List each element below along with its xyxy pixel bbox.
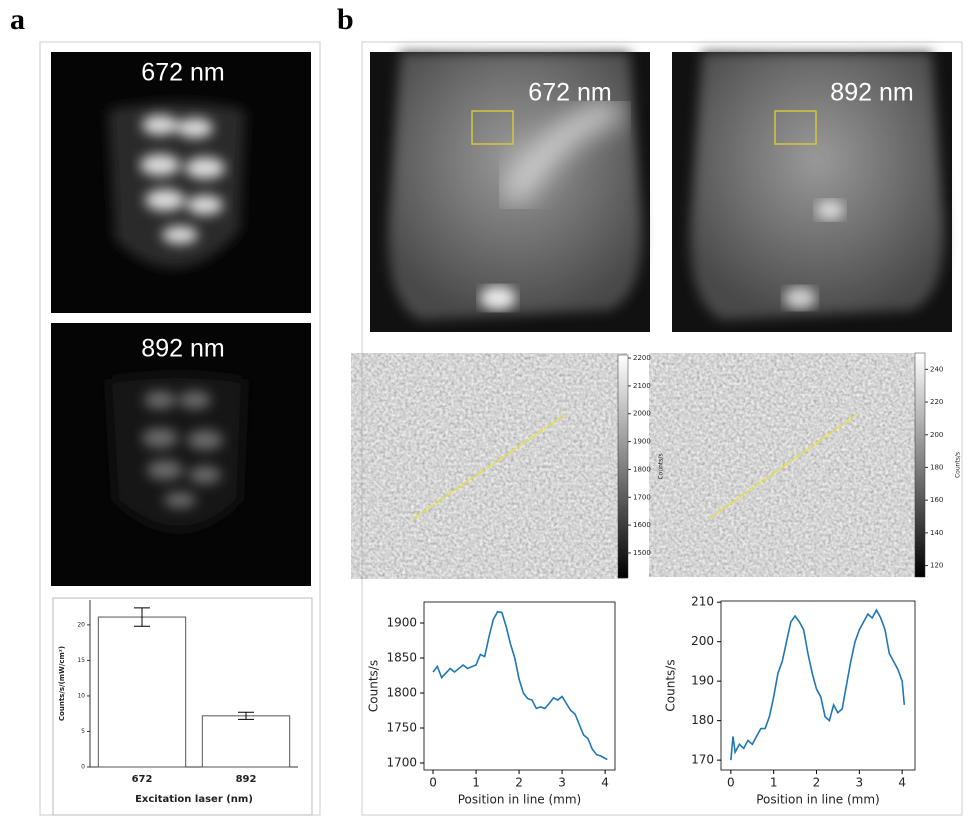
panel-label: a bbox=[10, 3, 25, 36]
colorbar-tick-label: 120 bbox=[930, 562, 943, 570]
x-tick-label: 3 bbox=[856, 776, 864, 790]
y-axis-label: Counts/s bbox=[664, 659, 678, 711]
colorbar-tick-label: 140 bbox=[930, 529, 943, 537]
x-axis-label: Excitation laser (nm) bbox=[135, 794, 253, 805]
colorbar-tick-label: 1500 bbox=[633, 549, 651, 557]
image-892-mouse: 892 nm bbox=[672, 52, 952, 332]
x-tick-label: 1 bbox=[472, 776, 480, 790]
image-label: 892 nm bbox=[141, 335, 224, 363]
line-series bbox=[730, 608, 906, 761]
image-892: 892 nm bbox=[51, 323, 311, 586]
x-tick-label: 0 bbox=[429, 776, 437, 790]
colorbar-label: Counts/s bbox=[955, 452, 962, 478]
x-tick-label: 4 bbox=[898, 776, 906, 790]
x-tick-label: 892 bbox=[236, 774, 257, 785]
colorbar-label: Counts/s bbox=[658, 453, 665, 479]
y-axis-label: Counts/s/(mW/cm²) bbox=[58, 646, 66, 721]
x-tick-label: 4 bbox=[601, 776, 609, 790]
image-label: 672 nm bbox=[141, 59, 224, 87]
heatmap bbox=[672, 372, 902, 558]
y-tick-label: 5 bbox=[81, 728, 85, 735]
plot-frame bbox=[423, 601, 616, 771]
x-axis-label: Position in line (mm) bbox=[756, 793, 880, 807]
image-label: 892 nm bbox=[830, 79, 913, 107]
y-tick-label: 1900 bbox=[386, 616, 417, 630]
colorbar-tick-label: 2100 bbox=[633, 382, 651, 390]
colorbar-tick-label: 2000 bbox=[633, 410, 651, 418]
y-tick-label: 190 bbox=[691, 674, 714, 688]
x-tick-label: 0 bbox=[727, 776, 735, 790]
x-tick-label: 1 bbox=[770, 776, 778, 790]
y-tick-label: 15 bbox=[77, 657, 85, 664]
x-tick-label: 672 bbox=[132, 774, 153, 785]
bar bbox=[201, 715, 291, 768]
x-tick-label: 3 bbox=[558, 776, 566, 790]
y-tick-label: 20 bbox=[77, 621, 85, 628]
y-tick-label: 1700 bbox=[386, 756, 417, 770]
panel-frame bbox=[361, 41, 963, 816]
colorbar bbox=[914, 352, 926, 578]
y-tick-label: 200 bbox=[691, 634, 714, 648]
colorbar-tick-label: 160 bbox=[930, 496, 943, 504]
plot-frame bbox=[720, 600, 916, 771]
y-tick-label: 1800 bbox=[386, 686, 417, 700]
bar bbox=[97, 616, 187, 768]
error-bar bbox=[238, 711, 254, 720]
y-tick-label: 170 bbox=[691, 753, 714, 767]
colorbar-tick-label: 1600 bbox=[633, 521, 651, 529]
colorbar-tick-label: 240 bbox=[930, 365, 943, 373]
y-tick-label: 210 bbox=[691, 595, 714, 609]
y-tick-label: 1750 bbox=[386, 721, 417, 735]
y-tick-label: 180 bbox=[691, 713, 714, 727]
y-tick-label: 0 bbox=[81, 764, 85, 771]
colorbar-tick-label: 220 bbox=[930, 398, 943, 406]
y-tick-label: 10 bbox=[77, 692, 85, 699]
image-672: 672 nm bbox=[51, 52, 311, 313]
error-bar bbox=[134, 607, 150, 627]
x-tick-label: 2 bbox=[515, 776, 523, 790]
heatmap bbox=[374, 372, 604, 560]
colorbar-tick-label: 180 bbox=[930, 463, 943, 471]
colorbar-tick-label: 1700 bbox=[633, 493, 651, 501]
image-label: 672 nm bbox=[528, 79, 611, 107]
line-series bbox=[432, 610, 608, 761]
colorbar-tick-label: 2200 bbox=[633, 354, 651, 362]
x-axis-label: Position in line (mm) bbox=[458, 793, 582, 807]
y-axis-label: Counts/s bbox=[367, 660, 381, 712]
colorbar-tick-label: 1900 bbox=[633, 438, 651, 446]
image-672-mouse: 672 nm bbox=[370, 52, 650, 332]
y-tick-label: 1850 bbox=[386, 651, 417, 665]
panel-label: b bbox=[337, 3, 354, 36]
colorbar-tick-label: 1800 bbox=[633, 465, 651, 473]
x-tick-label: 2 bbox=[813, 776, 821, 790]
colorbar bbox=[617, 354, 629, 579]
colorbar-tick-label: 200 bbox=[930, 431, 943, 439]
